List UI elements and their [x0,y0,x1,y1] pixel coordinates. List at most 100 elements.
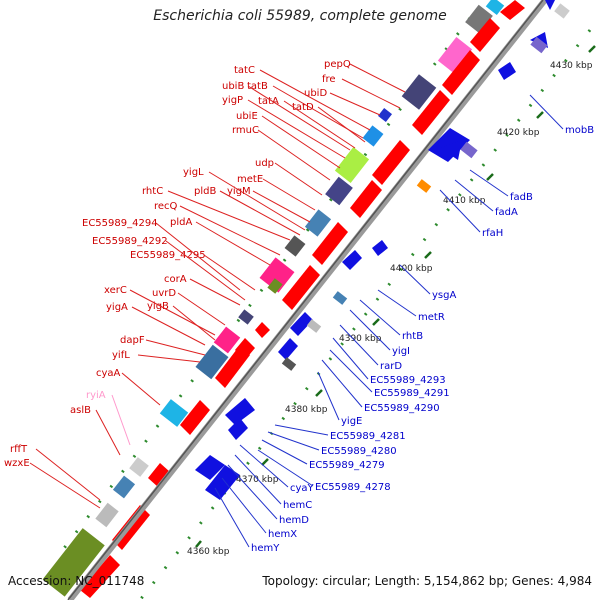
leader-line [349,309,391,351]
gene-label-ec55989_4290: EC55989_4290 [364,403,440,414]
gene-label-yigm: yigM [227,186,251,197]
leader-line [208,171,306,231]
gene-label-hemy: hemY [251,543,280,554]
right-gene-labels: mobB fadB fadA rfaH ysgA metR rhtB yigI rarD EC55… [251,125,594,554]
leader-line [95,409,121,456]
leader-line [214,487,250,548]
leader-line [203,254,256,291]
gene-label-fre: fre [322,74,336,85]
left-feature-track [42,0,505,597]
gene-label-yigi: yigI [392,346,410,357]
gene-label-metr: metR [418,312,445,323]
gene-label-tatd: tatD [292,102,314,113]
scale-labels: 4360 kbp 4370 kbp 4380 kbp 4390 kbp 4400… [187,61,593,557]
leader-line [137,354,201,363]
gene-label-plda: pldA [170,217,192,228]
gene-label-ec55989_4292: EC55989_4292 [92,236,168,247]
leader-line [177,292,226,326]
gene-label-ubie: ubiE [236,111,258,122]
leader-line [332,337,369,380]
gene-label-ryia: ryiA [86,390,106,401]
leader-line [349,63,406,93]
gene-label-hemd: hemD [279,515,309,526]
gene-label-ec55989_4280: EC55989_4280 [321,446,397,457]
gene-label-ec55989_4279: EC55989_4279 [309,460,385,471]
gene-label-hemx: hemX [268,529,297,540]
leader-line [167,190,291,241]
leader-line [261,115,341,169]
leader-line [274,162,323,196]
scale-label: 4380 kbp [285,405,328,415]
leader-line [274,424,329,436]
leader-line [189,278,241,306]
leader-line [252,190,311,223]
accession-label: Accession: NC_011748 [8,574,145,588]
leader-line [111,394,131,446]
gene-label-ubib: ubiB [222,81,244,92]
gene-label-ec55989_4281: EC55989_4281 [330,431,406,442]
leader-line [29,462,101,509]
leader-line [329,92,381,116]
leader-line [247,99,346,159]
scale-ticks [195,45,596,548]
gene-label-tata: tatA [258,96,279,107]
outer-tick-track-right [138,29,592,600]
gene-label-yifl: yifL [112,350,130,361]
leader-line [257,449,314,487]
leader-line [341,78,401,109]
scale-label: 4390 kbp [339,334,382,344]
leader-line [339,324,379,366]
leader-line [131,306,206,346]
genome-backbone [67,0,548,600]
gene-label-aslb: aslB [70,405,91,416]
left-leader-lines [29,63,406,509]
leader-line [262,178,316,211]
gene-label-recq: recQ [154,201,178,212]
gene-label-rard: rarD [380,361,402,372]
gene-label-rhtb: rhtB [402,331,423,342]
gene-label-rmuc: rmuC [232,125,259,136]
gene-label-hemc: hemC [283,500,312,511]
gene-label-pepq: pepQ [324,59,351,70]
gene-label-cyay: cyaY [290,483,315,494]
gene-label-dapf: dapF [120,335,145,346]
leader-line [234,454,282,505]
leader-line [247,85,351,151]
leader-line [257,129,331,181]
leader-line [165,240,246,301]
reverse-genes [195,0,555,500]
gene-label-cyaa: cyaA [96,368,121,379]
gene-label-tatc: tatC [234,65,255,76]
gene-label-yiga: yigA [106,302,128,313]
leader-line [219,190,301,236]
gene-label-yigl: yigL [183,167,204,178]
gene-label-ec55989_4295: EC55989_4295 [130,250,206,261]
gene-label-wzxe: wzxE [4,458,30,469]
leader-line [195,221,271,266]
leader-line [329,349,373,393]
gene-label-tatb: tatB [247,81,268,92]
scale-label: 4370 kbp [236,475,279,485]
scale-label: 4430 kbp [550,61,593,71]
leader-line [377,289,417,317]
leader-line [239,444,289,488]
gene-label-xerc: xerC [104,285,127,296]
leader-line [179,205,281,256]
gene-label-ec55989_4291: EC55989_4291 [374,388,450,399]
gene-label-rfft: rffT [10,444,28,455]
gene-label-ubid: ubiD [304,88,327,99]
gene-label-rhtc: rhtC [142,186,163,197]
gene-label-rfah: rfaH [482,228,503,239]
leader-line [172,305,216,341]
gene-label-mobb: mobB [565,125,594,136]
gene-label-uvrd: uvrD [152,288,176,299]
gene-label-cora: corA [164,274,187,285]
scale-label: 4410 kbp [443,196,486,206]
gene-label-fadb: fadB [510,192,533,203]
leader-line [317,106,366,143]
leader-line [439,189,481,233]
scale-label: 4420 kbp [497,128,540,138]
scale-label: 4360 kbp [187,547,230,557]
leader-line [121,372,161,406]
